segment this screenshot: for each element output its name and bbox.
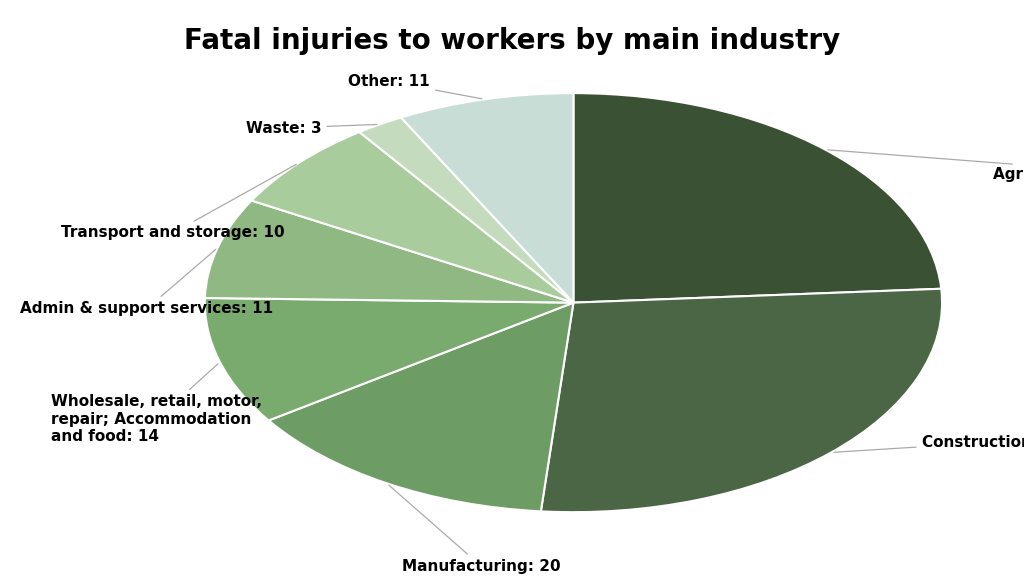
Wedge shape — [205, 201, 573, 303]
Wedge shape — [359, 118, 573, 303]
Text: Wholesale, retail, motor,
repair; Accommodation
and food: 14: Wholesale, retail, motor, repair; Accomm… — [51, 364, 262, 444]
Wedge shape — [541, 289, 942, 512]
Text: Admin & support services: 11: Admin & support services: 11 — [20, 250, 273, 316]
Wedge shape — [252, 132, 573, 303]
Text: Other: 11: Other: 11 — [348, 74, 482, 99]
Text: Construction: 39: Construction: 39 — [834, 435, 1024, 452]
Wedge shape — [205, 298, 573, 420]
Wedge shape — [268, 303, 573, 512]
Text: Fatal injuries to workers by main industry: Fatal injuries to workers by main indust… — [184, 27, 840, 55]
Wedge shape — [573, 93, 941, 303]
Text: Manufacturing: 20: Manufacturing: 20 — [389, 485, 560, 574]
Wedge shape — [401, 93, 573, 303]
Text: Agriculture, forestry and fishing: 34: Agriculture, forestry and fishing: 34 — [828, 150, 1024, 182]
Text: Waste: 3: Waste: 3 — [246, 120, 377, 136]
Text: Transport and storage: 10: Transport and storage: 10 — [61, 164, 296, 240]
